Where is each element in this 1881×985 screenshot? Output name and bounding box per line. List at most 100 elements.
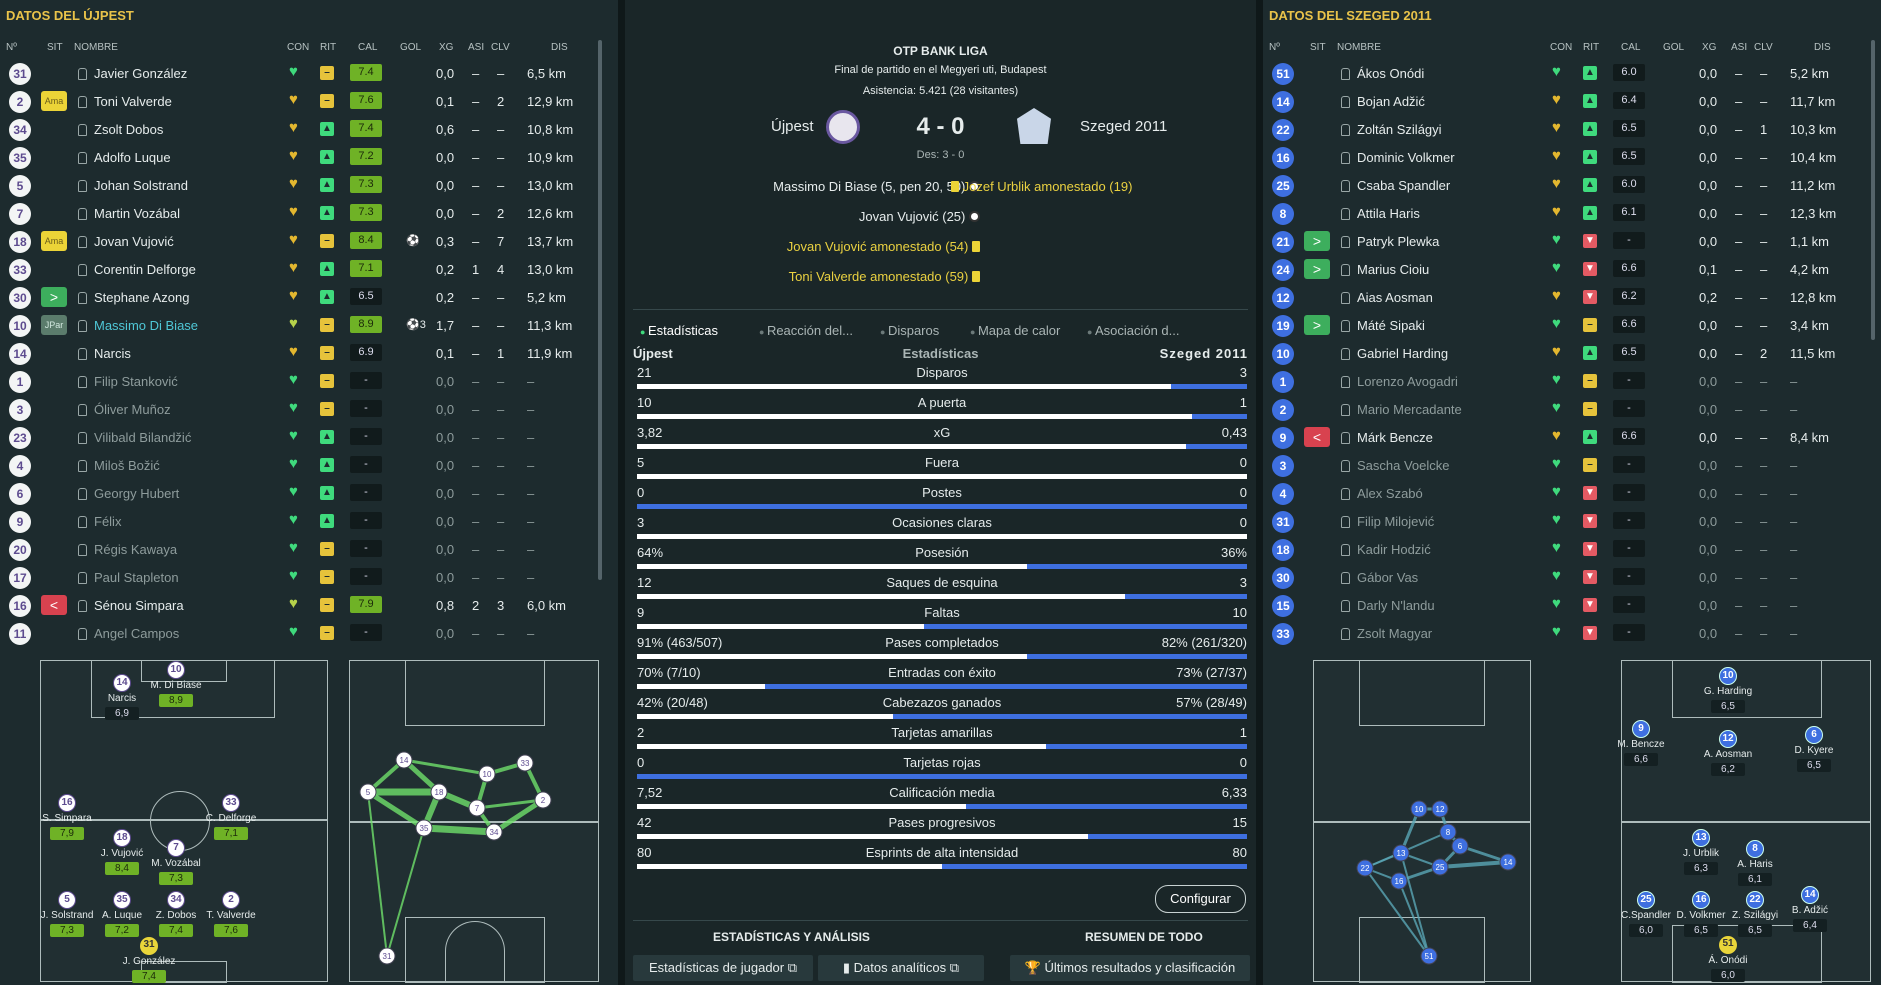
- pass-node[interactable]: 35: [415, 819, 433, 837]
- player-name[interactable]: Máté Sipaki: [1341, 318, 1425, 333]
- player-row[interactable]: 2 Ama Toni Valverde ♥ – 7.6 0,1 – 2 12,9 km: [0, 87, 600, 115]
- player-marker[interactable]: 2: [222, 891, 240, 909]
- player-row[interactable]: 10 Gabriel Harding ♥ ▲ 6.5 0,0 – 2 11,5 km: [1263, 339, 1863, 367]
- pass-node[interactable]: 5: [359, 783, 377, 801]
- pass-node[interactable]: 6: [1451, 837, 1469, 855]
- player-row[interactable]: 7 Martin Vozábal ♥ ▲ 7.3 0,0 – 2 12,6 km: [0, 199, 600, 227]
- col-num[interactable]: Nº: [1269, 42, 1280, 53]
- player-row[interactable]: 14 Bojan Adžić ♥ ▲ 6.4 0,0 – – 11,7 km: [1263, 87, 1863, 115]
- player-name[interactable]: Gábor Vas: [1340, 570, 1419, 585]
- col-nombre[interactable]: NOMBRE: [1337, 42, 1381, 53]
- col-xg[interactable]: XG: [1702, 42, 1717, 53]
- player-row[interactable]: 31 Filip Milojević ♥ ▼ - 0,0 – – –: [1263, 507, 1863, 535]
- player-row[interactable]: 6 Georgy Hubert ♥ ▲ - 0,0 – – –: [0, 479, 600, 507]
- player-row[interactable]: 30 > Stephane Azong ♥ ▲ 6.5 0,2 – – 5,2 km: [0, 283, 600, 311]
- player-marker[interactable]: 51: [1719, 936, 1737, 954]
- player-name[interactable]: Javier González: [77, 66, 188, 81]
- player-row[interactable]: 16 Dominic Volkmer ♥ ▲ 6.5 0,0 – – 10,4 km: [1263, 143, 1863, 171]
- pass-node[interactable]: 8: [1439, 823, 1457, 841]
- player-name[interactable]: Adolfo Luque: [78, 150, 171, 165]
- pass-node[interactable]: 31: [378, 947, 396, 965]
- home-team-name[interactable]: Újpest: [771, 118, 814, 135]
- pass-node[interactable]: 22: [1356, 859, 1374, 877]
- player-name[interactable]: Patryk Plewka: [1340, 234, 1440, 249]
- pass-node[interactable]: 7: [468, 799, 486, 817]
- pass-node[interactable]: 10: [1410, 800, 1428, 818]
- player-marker[interactable]: 10: [1719, 667, 1737, 685]
- player-row[interactable]: 3 Sascha Voelcke ♥ – - 0,0 – – –: [1263, 451, 1863, 479]
- player-name[interactable]: Johan Solstrand: [78, 178, 188, 193]
- pass-node[interactable]: 25: [1431, 858, 1449, 876]
- player-marker[interactable]: 34: [167, 891, 185, 909]
- player-name[interactable]: Sascha Voelcke: [1341, 458, 1450, 473]
- col-rit[interactable]: RIT: [320, 42, 337, 53]
- player-marker[interactable]: 6: [1805, 726, 1823, 744]
- col-rit[interactable]: RIT: [1583, 42, 1600, 53]
- player-name[interactable]: Gabriel Harding: [1340, 346, 1449, 361]
- col-clv[interactable]: CLV: [1754, 42, 1773, 53]
- tab-1[interactable]: ● Estadísticas: [640, 323, 718, 338]
- player-row[interactable]: 8 Attila Haris ♥ ▲ 6.1 0,0 – – 12,3 km: [1263, 199, 1863, 227]
- tab-2[interactable]: ● Reacción del...: [759, 323, 853, 338]
- player-row[interactable]: 3 Óliver Muñoz ♥ – - 0,0 – – –: [0, 395, 600, 423]
- player-name[interactable]: Óliver Muñoz: [78, 402, 171, 417]
- pass-node[interactable]: 16: [1390, 872, 1408, 890]
- player-name[interactable]: Corentin Delforge: [78, 262, 196, 277]
- player-marker[interactable]: 25: [1637, 891, 1655, 909]
- player-marker[interactable]: 5: [58, 891, 76, 909]
- player-row[interactable]: 25 Csaba Spandler ♥ ▲ 6.0 0,0 – – 11,2 km: [1263, 171, 1863, 199]
- player-row[interactable]: 4 Alex Szabó ♥ ▼ - 0,0 – – –: [1263, 479, 1863, 507]
- player-row[interactable]: 12 Aias Aosman ♥ ▼ 6.2 0,2 – – 12,8 km: [1263, 283, 1863, 311]
- pass-node[interactable]: 34: [485, 823, 503, 841]
- player-row[interactable]: 1 Lorenzo Avogadri ♥ – - 0,0 – – –: [1263, 367, 1863, 395]
- player-marker[interactable]: 18: [113, 829, 131, 847]
- player-name[interactable]: Martin Vozábal: [78, 206, 180, 221]
- player-name[interactable]: Zoltán Szilágyi: [1341, 122, 1442, 137]
- player-name[interactable]: Zsolt Magyar: [1340, 626, 1433, 641]
- player-row[interactable]: 5 Johan Solstrand ♥ ▲ 7.3 0,0 – – 13,0 km: [0, 171, 600, 199]
- pass-node[interactable]: 12: [1431, 800, 1449, 818]
- player-marker[interactable]: 13: [1692, 829, 1710, 847]
- player-name[interactable]: Miloš Božić: [78, 458, 160, 473]
- col-sit[interactable]: SIT: [47, 42, 63, 53]
- player-name[interactable]: Georgy Hubert: [77, 486, 180, 501]
- player-name[interactable]: Sénou Simpara: [78, 598, 184, 613]
- player-row[interactable]: 51 Ákos Onódi ♥ ▲ 6.0 0,0 – – 5,2 km: [1263, 59, 1863, 87]
- pass-node[interactable]: 13: [1392, 844, 1410, 862]
- player-marker[interactable]: 8: [1746, 840, 1764, 858]
- away-team-name[interactable]: Szeged 2011: [1080, 118, 1168, 135]
- tab-3[interactable]: ● Disparos: [880, 323, 939, 338]
- col-nombre[interactable]: NOMBRE: [74, 42, 118, 53]
- player-name[interactable]: Félix: [77, 514, 122, 529]
- player-marker[interactable]: 12: [1719, 730, 1737, 748]
- player-name[interactable]: Mario Mercadante: [1341, 402, 1462, 417]
- pass-node[interactable]: 2: [534, 791, 552, 809]
- player-row[interactable]: 14 Narcis ♥ – 6.9 0,1 – 1 11,9 km: [0, 339, 600, 367]
- pass-node[interactable]: 18: [430, 783, 448, 801]
- player-marker[interactable]: 31: [140, 937, 158, 955]
- player-name[interactable]: Attila Haris: [1341, 206, 1420, 221]
- player-name[interactable]: Darly N'landu: [1341, 598, 1435, 613]
- player-name[interactable]: Filip Stanković: [78, 374, 178, 389]
- player-name[interactable]: Narcis: [78, 346, 131, 361]
- player-marker[interactable]: 16: [58, 794, 76, 812]
- col-asi[interactable]: ASI: [468, 42, 485, 53]
- pass-node[interactable]: 14: [1499, 853, 1517, 871]
- pass-node[interactable]: 33: [516, 754, 534, 772]
- player-row[interactable]: 9 < Márk Bencze ♥ ▲ 6.6 0,0 – – 8,4 km: [1263, 423, 1863, 451]
- player-row[interactable]: 23 Vilibald Bilandžić ♥ ▲ - 0,0 – – –: [0, 423, 600, 451]
- player-row[interactable]: 2 Mario Mercadante ♥ – - 0,0 – – –: [1263, 395, 1863, 423]
- player-marker[interactable]: 16: [1692, 891, 1710, 909]
- player-marker[interactable]: 7: [167, 839, 185, 857]
- player-stats-button[interactable]: Estadísticas de jugador ⧉: [633, 955, 813, 981]
- tab-5[interactable]: ● Asociación d...: [1087, 323, 1179, 338]
- scrollbar[interactable]: [1871, 40, 1875, 340]
- player-row[interactable]: 15 Darly N'landu ♥ ▼ - 0,0 – – –: [1263, 591, 1863, 619]
- player-name[interactable]: Bojan Adžić: [1341, 94, 1425, 109]
- analytics-button[interactable]: ▮ Datos analíticos ⧉: [818, 955, 984, 981]
- player-row[interactable]: 18 Ama Jovan Vujović ♥ – 8.4 ⚽ 0,3 – 7 13,7 km: [0, 227, 600, 255]
- col-cal[interactable]: CAL: [358, 42, 378, 53]
- player-row[interactable]: 30 Gábor Vas ♥ ▼ - 0,0 – – –: [1263, 563, 1863, 591]
- player-row[interactable]: 21 > Patryk Plewka ♥ ▼ - 0,0 – – 1,1 km: [1263, 227, 1863, 255]
- player-name[interactable]: Stephane Azong: [77, 290, 190, 305]
